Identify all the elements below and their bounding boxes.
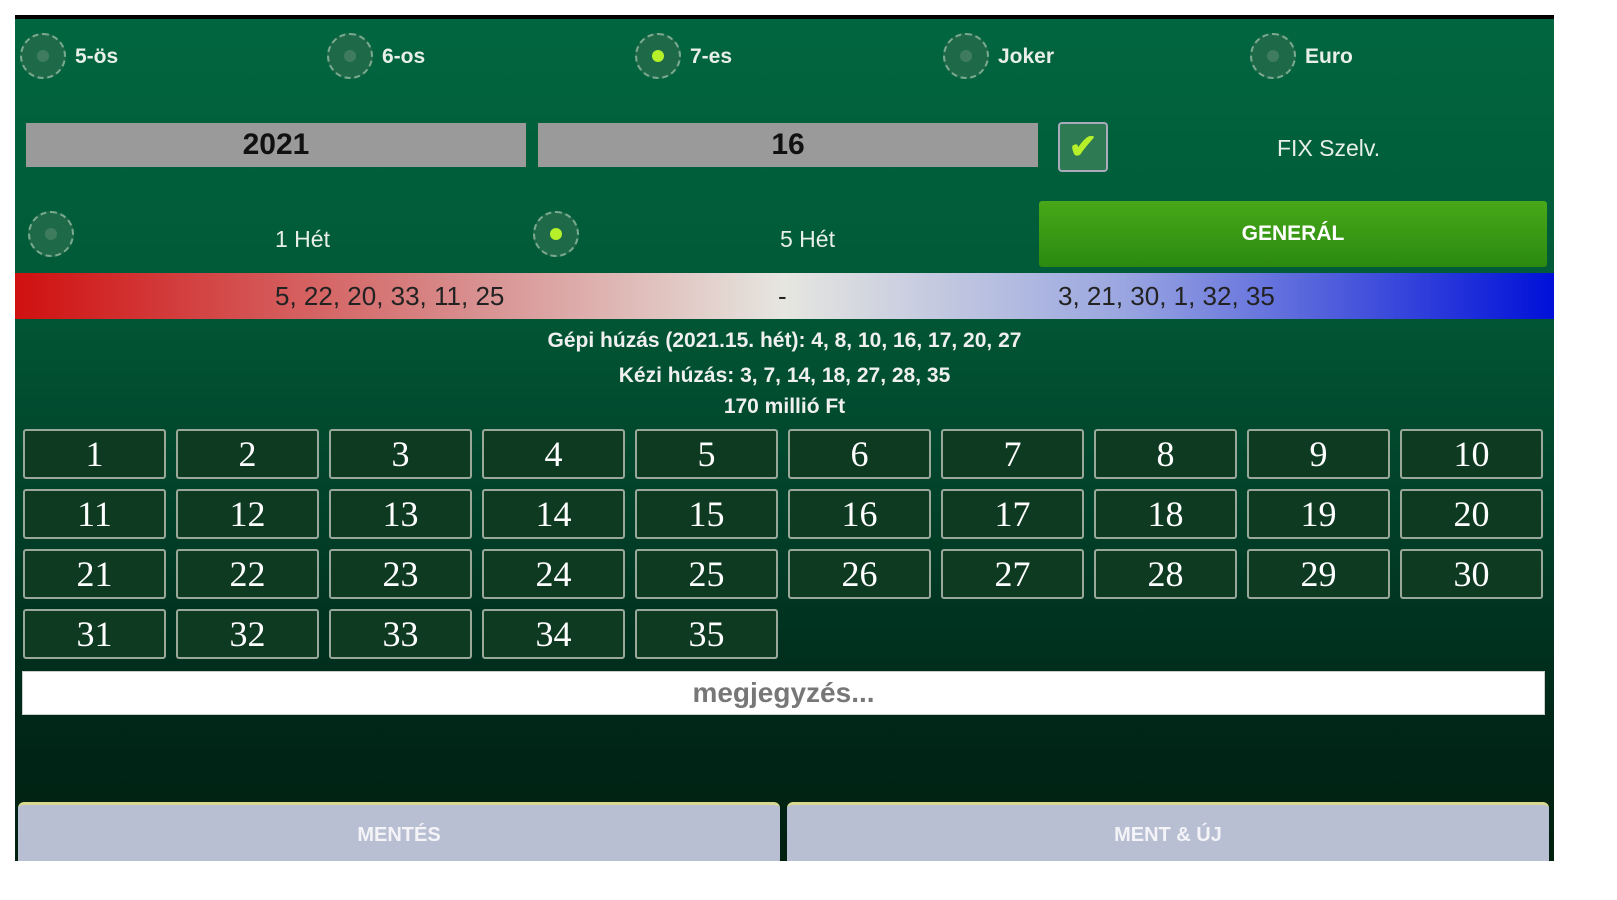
number-button[interactable]: 28: [1094, 549, 1237, 599]
number-button[interactable]: 2: [176, 429, 319, 479]
machine-draw: Gépi húzás (2021.15. hét): 4, 8, 10, 16,…: [547, 329, 1022, 352]
number-button[interactable]: 32: [176, 609, 319, 659]
note-input[interactable]: megjegyzés...: [22, 671, 1545, 715]
radio-game-type[interactable]: [20, 33, 66, 79]
number-button[interactable]: 21: [23, 549, 166, 599]
number-button[interactable]: 35: [635, 609, 778, 659]
number-button[interactable]: 27: [941, 549, 1084, 599]
number-button[interactable]: 29: [1247, 549, 1390, 599]
cold-numbers: 3, 21, 30, 1, 32, 35: [1058, 281, 1275, 311]
number-button[interactable]: 13: [329, 489, 472, 539]
number-button[interactable]: 1: [23, 429, 166, 479]
game-type-label: 7-es: [690, 45, 733, 68]
jackpot: 170 millió Ft: [723, 395, 846, 418]
game-type-label: Euro: [1305, 45, 1353, 68]
radio-game-type[interactable]: [635, 33, 681, 79]
number-button[interactable]: 9: [1247, 429, 1390, 479]
game-type-label: Joker: [998, 45, 1055, 68]
fix-checkbox[interactable]: ✔: [1058, 122, 1108, 172]
label-1-week: 1 Hét: [275, 226, 330, 252]
checkmark-icon: ✔: [1068, 128, 1098, 166]
number-button[interactable]: 20: [1400, 489, 1543, 539]
number-button[interactable]: 22: [176, 549, 319, 599]
radio-game-type[interactable]: [327, 33, 373, 79]
number-button[interactable]: 33: [329, 609, 472, 659]
save-button[interactable]: MENTÉS: [18, 802, 780, 861]
number-button[interactable]: 4: [482, 429, 625, 479]
number-button[interactable]: 14: [482, 489, 625, 539]
lottery-screen: 5-ös 6-os 7-es Joker Euro 2021 16 ✔ FIX Szel…: [15, 15, 1554, 861]
hot-numbers: 5, 22, 20, 33, 11, 25: [275, 281, 505, 311]
number-button[interactable]: 24: [482, 549, 625, 599]
manual-draw: Kézi húzás: 3, 7, 14, 18, 27, 28, 35: [618, 364, 951, 387]
number-button[interactable]: 25: [635, 549, 778, 599]
number-button[interactable]: 18: [1094, 489, 1237, 539]
number-button[interactable]: 23: [329, 549, 472, 599]
generate-button[interactable]: GENERÁL: [1039, 201, 1547, 267]
game-type-label: 6-os: [382, 45, 426, 68]
number-button[interactable]: 16: [788, 489, 931, 539]
number-button[interactable]: 12: [176, 489, 319, 539]
number-button[interactable]: 8: [1094, 429, 1237, 479]
number-button[interactable]: 6: [788, 429, 931, 479]
year-field[interactable]: 2021: [26, 123, 526, 167]
number-button[interactable]: 31: [23, 609, 166, 659]
number-button[interactable]: 3: [329, 429, 472, 479]
number-button[interactable]: 30: [1400, 549, 1543, 599]
hot-cold-bar: 5, 22, 20, 33, 11, 25 - 3, 21, 30, 1, 32…: [15, 273, 1554, 319]
game-type-label: 5-ös: [75, 45, 119, 68]
bar-separator: -: [778, 281, 787, 311]
number-button[interactable]: 7: [941, 429, 1084, 479]
save-new-button[interactable]: MENT & ÚJ: [787, 802, 1549, 861]
label-5-week: 5 Hét: [780, 226, 835, 252]
fix-label: FIX Szelv.: [1277, 135, 1381, 161]
number-button[interactable]: 17: [941, 489, 1084, 539]
radio-5-week[interactable]: [533, 211, 579, 257]
radio-1-week[interactable]: [28, 211, 74, 257]
number-button[interactable]: 34: [482, 609, 625, 659]
number-button[interactable]: 19: [1247, 489, 1390, 539]
radio-game-type[interactable]: [1250, 33, 1296, 79]
number-button[interactable]: 5: [635, 429, 778, 479]
radio-game-type[interactable]: [943, 33, 989, 79]
week-field[interactable]: 16: [538, 123, 1038, 167]
number-button[interactable]: 26: [788, 549, 931, 599]
number-button[interactable]: 15: [635, 489, 778, 539]
number-button[interactable]: 11: [23, 489, 166, 539]
number-button[interactable]: 10: [1400, 429, 1543, 479]
